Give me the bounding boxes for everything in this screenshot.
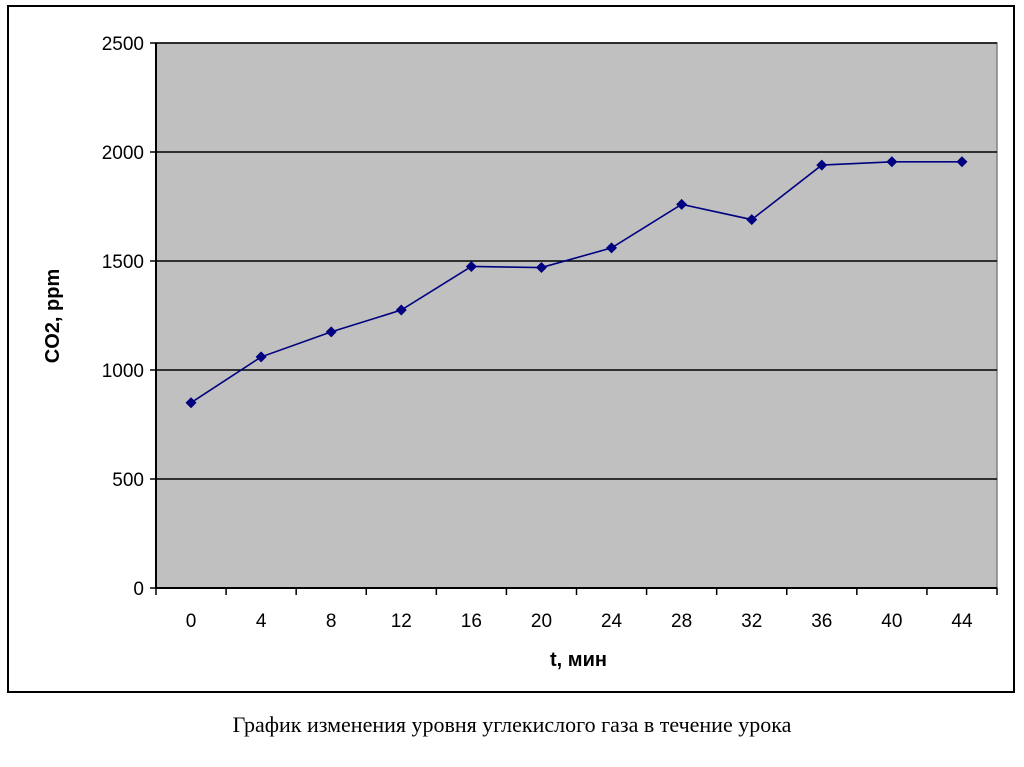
data-point-marker [185,397,197,409]
x-tick-label: 40 [881,611,902,632]
x-axis-title: t, мин [550,649,607,671]
x-tick-label: 24 [601,611,623,632]
series-line [190,161,962,404]
data-point-marker [606,242,618,254]
x-tick-label: 16 [461,611,482,632]
chart-caption: График изменения уровня углекислого газа… [232,712,792,737]
axes [155,43,998,595]
y-tick-label: 0 [133,579,144,600]
y-tick-label: 500 [112,470,144,491]
x-tick-label: 32 [741,611,762,632]
y-tick-label: 1500 [102,252,144,273]
x-tick-label: 8 [326,611,337,632]
data-point-marker [676,198,688,210]
grid-lines [150,42,997,589]
y-tick-label: 1000 [102,361,144,382]
data-point-marker [816,159,828,171]
x-tick-label: 12 [391,611,412,632]
x-tick-label: 0 [186,611,197,632]
y-axis-title: CO2, ppm [42,269,64,363]
data-markers [185,156,968,409]
data-point-marker [535,262,547,274]
x-tick-label: 44 [951,611,973,632]
co2-line-chart: 0 500 1000 1500 2000 2500 0 4 8 12 16 20 24 28 32 36 40… [42,34,998,671]
y-axis-tick-labels: 0 500 1000 1500 2000 2500 [102,34,144,600]
x-tick-label: 28 [671,611,692,632]
y-tick-label: 2000 [102,143,144,164]
data-point-marker [886,156,898,168]
x-tick-label: 36 [811,611,832,632]
data-point-marker [325,326,337,338]
data-point-marker [255,351,267,363]
plot-area [155,42,998,589]
data-point-marker [465,260,477,272]
data-point-marker [956,156,968,168]
x-tick-label: 4 [256,611,267,632]
x-tick-label: 20 [531,611,552,632]
y-tick-label: 2500 [102,34,144,55]
data-point-marker [746,214,758,226]
x-axis-tick-labels: 0 4 8 12 16 20 24 28 32 36 40 44 [186,611,973,632]
data-point-marker [395,304,407,316]
